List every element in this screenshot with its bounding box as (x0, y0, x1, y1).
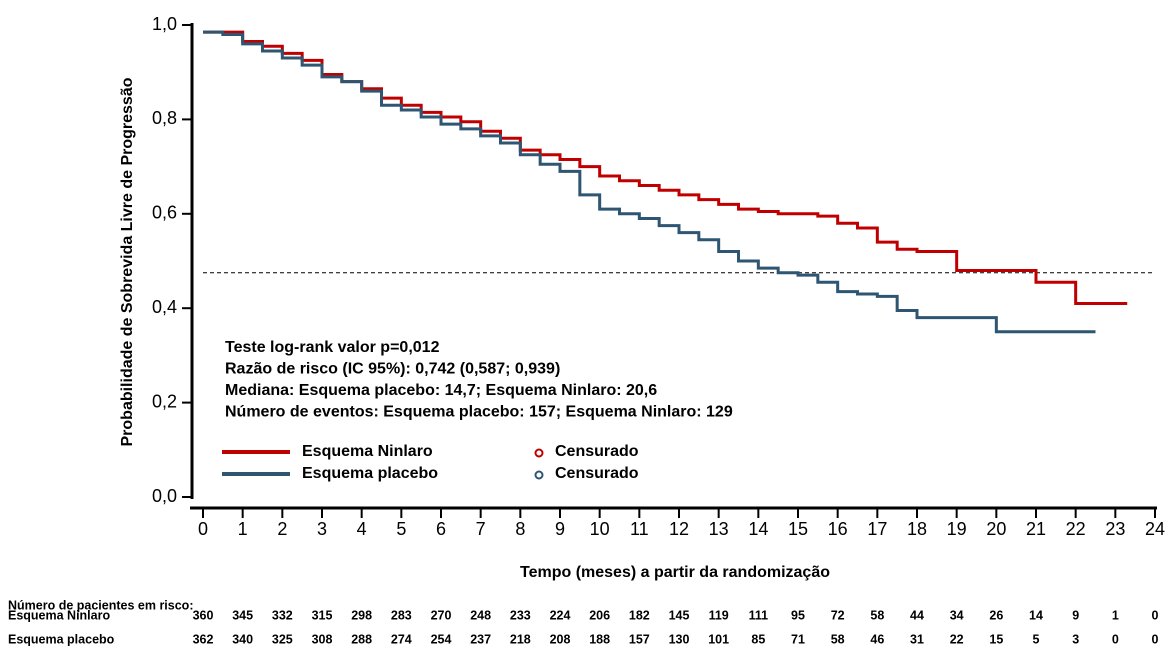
at-risk-value: 325 (272, 632, 293, 646)
at-risk-row-label: Esquema Ninlaro (8, 608, 110, 622)
x-tick-label: 23 (1105, 519, 1125, 539)
survival-curve (203, 30, 1128, 305)
at-risk-value: 145 (669, 608, 690, 622)
at-risk-value: 332 (272, 608, 293, 622)
at-risk-value: 71 (791, 632, 805, 646)
x-tick-label: 7 (476, 519, 486, 539)
x-tick-label: 17 (867, 519, 887, 539)
legend-censor-label: Censurado (555, 465, 639, 482)
x-tick-label: 5 (396, 519, 406, 539)
at-risk-value: 308 (312, 632, 333, 646)
at-risk-value: 270 (431, 608, 452, 622)
at-risk-value: 0 (1152, 632, 1159, 646)
at-risk-value: 218 (510, 632, 531, 646)
x-tick-label: 1 (238, 519, 248, 539)
x-tick-label: 13 (709, 519, 729, 539)
at-risk-value: 345 (232, 608, 253, 622)
x-tick-label: 18 (907, 519, 927, 539)
at-risk-value: 188 (589, 632, 610, 646)
annotation: Número de eventos: Esquema placebo: 157;… (225, 404, 733, 421)
legend-label: Esquema placebo (302, 465, 438, 482)
x-tick-label: 8 (515, 519, 525, 539)
at-risk-value: 3 (1072, 632, 1079, 646)
x-tick-label: 11 (630, 519, 649, 539)
x-tick-label: 24 (1145, 519, 1165, 539)
annotation: Mediana: Esquema placebo: 14,7; Esquema … (225, 382, 657, 399)
y-tick-label: 0,6 (152, 203, 177, 223)
at-risk-value: 14 (1029, 608, 1043, 622)
at-risk-value: 46 (870, 632, 884, 646)
at-risk-value: 233 (510, 608, 531, 622)
x-tick-label: 3 (317, 519, 327, 539)
x-tick-label: 20 (986, 519, 1006, 539)
at-risk-value: 248 (470, 608, 491, 622)
x-tick-label: 12 (669, 519, 689, 539)
at-risk-value: 224 (550, 608, 571, 622)
x-tick-label: 22 (1066, 519, 1086, 539)
x-tick-label: 21 (1026, 519, 1046, 539)
at-risk-value: 362 (193, 632, 214, 646)
x-tick-label: 10 (590, 519, 610, 539)
x-tick-label: 9 (555, 519, 565, 539)
at-risk-value: 72 (831, 608, 845, 622)
at-risk-value: 15 (989, 632, 1003, 646)
at-risk-value: 254 (431, 632, 452, 646)
at-risk-value: 130 (669, 632, 690, 646)
survival-curve (203, 30, 1096, 334)
x-tick-label: 15 (788, 519, 808, 539)
at-risk-value: 58 (870, 608, 884, 622)
x-tick-label: 16 (828, 519, 848, 539)
at-risk-value: 9 (1072, 608, 1079, 622)
at-risk-value: 298 (351, 608, 372, 622)
x-tick-label: 19 (947, 519, 967, 539)
y-tick-label: 1,0 (152, 14, 177, 34)
at-risk-value: 274 (391, 632, 412, 646)
at-risk-title: Número de pacientes em risco: (8, 598, 193, 612)
at-risk-value: 288 (351, 632, 372, 646)
at-risk-value: 34 (950, 608, 964, 622)
at-risk-value: 206 (589, 608, 610, 622)
at-risk-value: 58 (831, 632, 845, 646)
at-risk-value: 22 (950, 632, 964, 646)
y-tick-label: 0,4 (152, 297, 177, 317)
y-axis-label: Probabilidade de Sobrevida Livre de Prog… (119, 77, 136, 446)
x-axis-label: Tempo (meses) a partir da randomização (520, 564, 830, 581)
at-risk-value: 340 (232, 632, 253, 646)
x-tick-label: 14 (748, 519, 768, 539)
at-risk-value: 157 (629, 632, 650, 646)
x-tick-label: 6 (436, 519, 446, 539)
legend-censor-label: Censurado (555, 443, 639, 460)
x-tick-label: 0 (198, 519, 208, 539)
annotation: Teste log-rank valor p=0,012 (225, 339, 440, 356)
y-tick-label: 0,8 (152, 108, 177, 128)
x-tick-label: 2 (277, 519, 287, 539)
at-risk-value: 85 (751, 632, 765, 646)
legend-censor-marker (534, 448, 544, 458)
at-risk-value: 360 (193, 608, 214, 622)
at-risk-value: 5 (1033, 632, 1040, 646)
at-risk-value: 182 (629, 608, 650, 622)
at-risk-row-label: Esquema placebo (8, 632, 115, 646)
legend-censor-marker (534, 470, 544, 480)
at-risk-value: 44 (910, 608, 924, 622)
at-risk-value: 0 (1152, 608, 1159, 622)
at-risk-value: 31 (910, 632, 924, 646)
annotation: Razão de risco (IC 95%): 0,742 (0,587; 0… (225, 361, 560, 378)
y-tick-label: 0,0 (152, 486, 177, 506)
x-tick-label: 4 (357, 519, 367, 539)
at-risk-value: 95 (791, 608, 805, 622)
legend-label: Esquema Ninlaro (302, 443, 433, 460)
at-risk-value: 26 (989, 608, 1003, 622)
at-risk-value: 111 (749, 608, 769, 622)
at-risk-value: 119 (709, 608, 729, 622)
at-risk-value: 237 (470, 632, 491, 646)
at-risk-value: 0 (1112, 632, 1119, 646)
at-risk-value: 315 (312, 608, 333, 622)
y-tick-label: 0,2 (152, 391, 177, 411)
at-risk-value: 1 (1112, 608, 1119, 622)
at-risk-value: 283 (391, 608, 412, 622)
at-risk-value: 101 (708, 632, 729, 646)
at-risk-value: 208 (550, 632, 571, 646)
